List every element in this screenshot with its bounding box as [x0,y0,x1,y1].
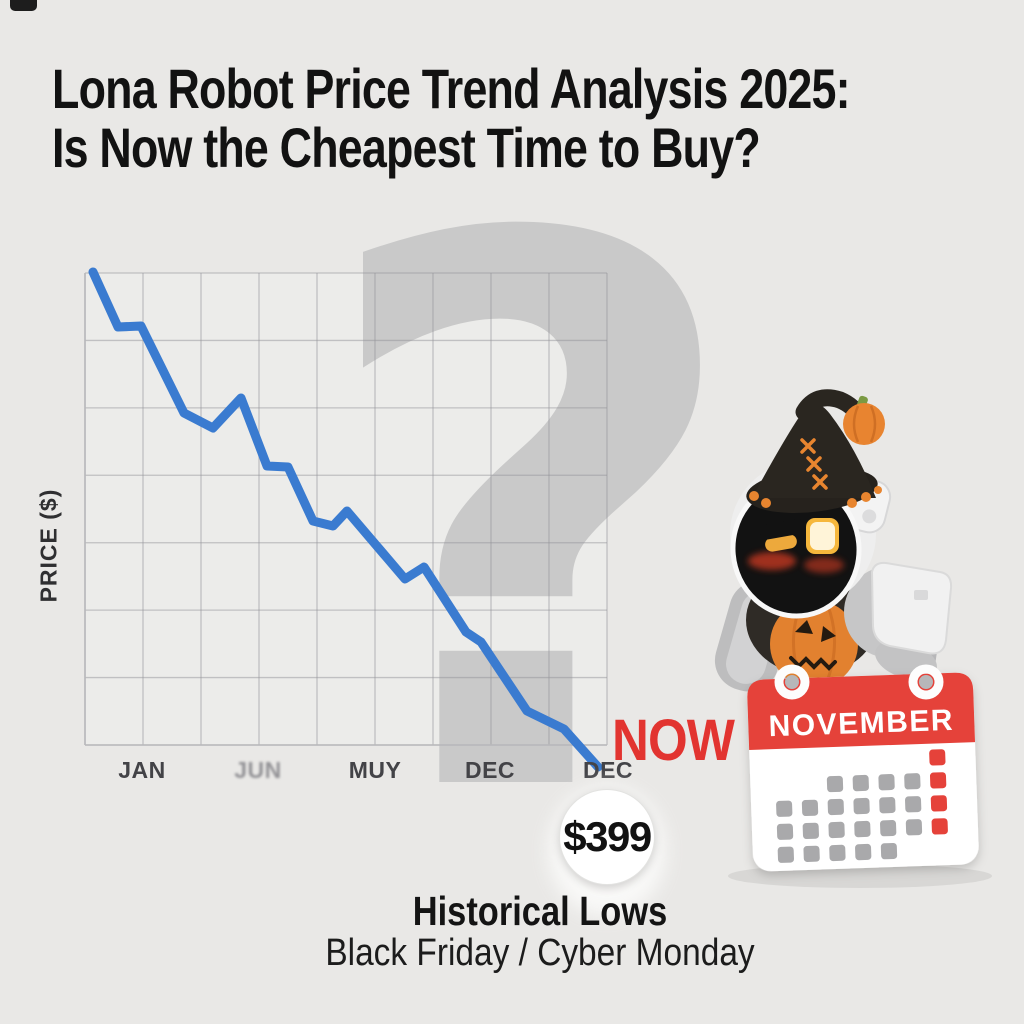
price-badge-value: $399 [563,813,652,860]
footer-heading: Historical Lows [412,888,668,934]
now-annotation: NOW [612,708,735,773]
x-tick-jun: JUN [234,757,282,783]
calendar-day-grid [776,749,948,863]
witch-hat [746,389,885,513]
price-trend-line [88,267,603,772]
page-title-line1: Lona Robot Price Trend Analysis 2025: [52,57,851,120]
top-edge-artifact [10,0,37,11]
footer-subheading: Black Friday / Cyber Monday [325,932,755,974]
y-axis-label: PRICE ($) [35,488,62,603]
hat-pumpkin [843,395,885,445]
x-tick-jan: JAN [118,757,166,783]
x-tick-dec-1: DEC [464,757,516,783]
price-badge: $399 [559,789,655,885]
robot-thigh-shield [870,561,953,655]
calendar-rings [774,664,944,700]
page-title-line2: Is Now the Cheapest Time to Buy? [52,115,761,179]
page-title: Lona Robot Price Trend Analysis 2025: Is… [52,57,932,179]
x-tick-may: MUY [348,757,402,783]
november-calendar: NOVEMBER [747,672,979,872]
robot-eyes [748,518,844,573]
calendar-month-label: NOVEMBER [768,704,954,743]
x-tick-dec-2: DEC [582,757,634,783]
question-mark-watermark: ? [311,82,749,961]
